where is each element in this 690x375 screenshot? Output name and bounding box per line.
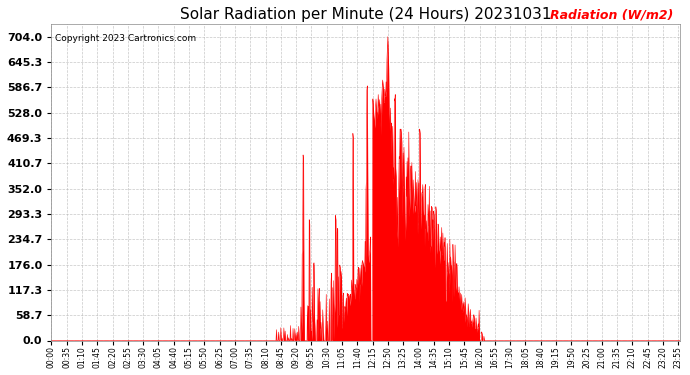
Title: Solar Radiation per Minute (24 Hours) 20231031: Solar Radiation per Minute (24 Hours) 20… [180, 7, 551, 22]
Text: Copyright 2023 Cartronics.com: Copyright 2023 Cartronics.com [55, 34, 196, 43]
Text: Radiation (W/m2): Radiation (W/m2) [551, 8, 673, 21]
